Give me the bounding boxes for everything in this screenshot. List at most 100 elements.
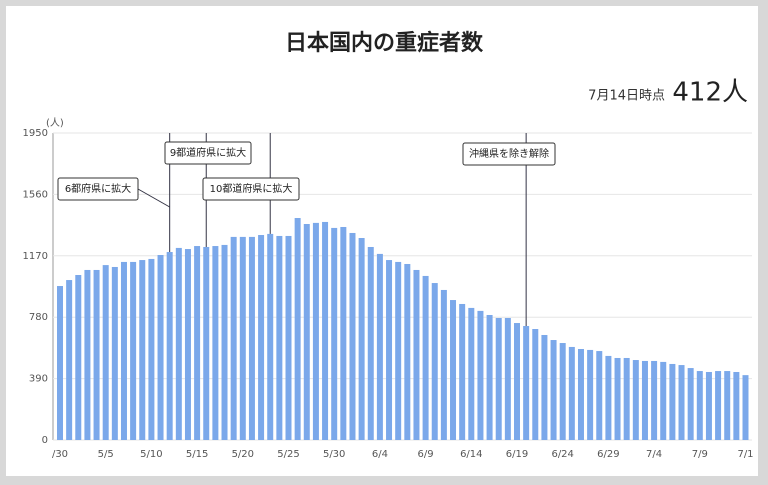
x-tick-label: 6/4 <box>372 449 388 460</box>
annotation-box <box>202 177 300 201</box>
bar <box>367 246 374 440</box>
y-unit: (人) <box>46 117 64 129</box>
bar <box>386 260 393 440</box>
x-tick-label: 6/14 <box>460 449 482 460</box>
bar <box>486 314 493 440</box>
x-tick-label: 7/1 <box>737 449 753 460</box>
latest-value: 412人 <box>672 78 748 108</box>
bar <box>523 326 530 440</box>
bar <box>550 340 557 440</box>
annotation-leader <box>137 188 170 208</box>
y-tick-label: 780 <box>29 312 48 323</box>
bar <box>285 235 292 440</box>
bar <box>422 275 429 440</box>
x-tick-label: 7/9 <box>692 449 708 460</box>
bar <box>93 269 100 440</box>
bar <box>559 343 566 440</box>
x-tick-label: 6/19 <box>506 449 528 460</box>
bar <box>148 258 155 440</box>
bar <box>696 371 703 440</box>
bar <box>450 300 457 440</box>
bar <box>194 246 201 440</box>
bar <box>111 266 118 440</box>
bar <box>660 361 667 440</box>
bar <box>687 368 694 440</box>
bar <box>477 310 484 440</box>
y-tick-label: 1560 <box>23 189 48 200</box>
bar <box>577 349 584 440</box>
bar <box>587 349 594 440</box>
bar <box>715 371 722 440</box>
bar <box>395 261 402 440</box>
bar <box>312 222 319 440</box>
bar <box>331 227 338 440</box>
bar <box>623 357 630 440</box>
bar <box>57 286 63 440</box>
annotation-text: 6都府県に拡大 <box>65 182 131 195</box>
bar <box>175 247 182 440</box>
bar <box>120 261 127 440</box>
bar <box>358 238 365 440</box>
bar <box>669 363 676 440</box>
bar <box>184 249 191 440</box>
chart-title: 日本国内の重症者数 <box>285 30 484 56</box>
y-tick-label: 1950 <box>23 128 48 139</box>
bar <box>632 360 639 440</box>
x-tick-label: 6/9 <box>418 449 434 460</box>
x-tick-label: 5/5 <box>98 449 114 460</box>
bar <box>203 246 210 440</box>
as-of: 7月14日時点 <box>588 89 665 104</box>
x-tick-label: 5/25 <box>277 449 299 460</box>
x-tick-label: 5/10 <box>140 449 162 460</box>
bar <box>376 253 383 440</box>
bar <box>267 233 274 440</box>
annotation-box <box>57 177 139 201</box>
bar <box>468 307 475 440</box>
annotation-text: 沖縄県を除き解除 <box>469 147 549 160</box>
bar <box>303 223 310 440</box>
bar <box>568 346 575 440</box>
bar <box>459 303 466 440</box>
bar <box>340 226 347 440</box>
x-tick-label: 5/30 <box>323 449 345 460</box>
bar <box>440 289 447 440</box>
bar <box>349 232 356 440</box>
bar <box>596 351 603 440</box>
annotation-text: 10都道府県に拡大 <box>210 182 293 195</box>
bar <box>541 334 548 440</box>
bar <box>258 235 265 440</box>
bar <box>514 323 520 440</box>
bar <box>75 275 82 440</box>
x-tick-label: 7/4 <box>646 449 662 460</box>
bar <box>413 269 420 440</box>
bar <box>248 236 255 440</box>
x-tick-label: /30 <box>52 449 68 460</box>
bar <box>641 360 648 440</box>
bar <box>66 280 73 440</box>
bar <box>678 365 685 440</box>
bar <box>212 246 219 440</box>
annotation-text: 9都道府県に拡大 <box>170 146 246 159</box>
y-tick-label: 390 <box>29 374 48 385</box>
bar <box>532 329 539 440</box>
bar <box>230 236 237 440</box>
bar <box>84 269 91 440</box>
bar <box>294 218 301 440</box>
y-tick-label: 0 <box>42 435 48 446</box>
bar <box>495 317 502 440</box>
bar <box>221 244 228 440</box>
bar <box>157 255 164 440</box>
bar <box>504 317 511 440</box>
bar <box>651 360 658 440</box>
bar <box>166 252 173 440</box>
bar <box>431 283 438 440</box>
bar <box>130 261 137 440</box>
x-tick-label: 6/24 <box>551 449 573 460</box>
x-tick-label: 6/29 <box>597 449 619 460</box>
bar <box>605 355 612 440</box>
x-tick-label: 5/20 <box>232 449 254 460</box>
bar <box>239 236 246 440</box>
x-tick-label: 5/15 <box>186 449 208 460</box>
